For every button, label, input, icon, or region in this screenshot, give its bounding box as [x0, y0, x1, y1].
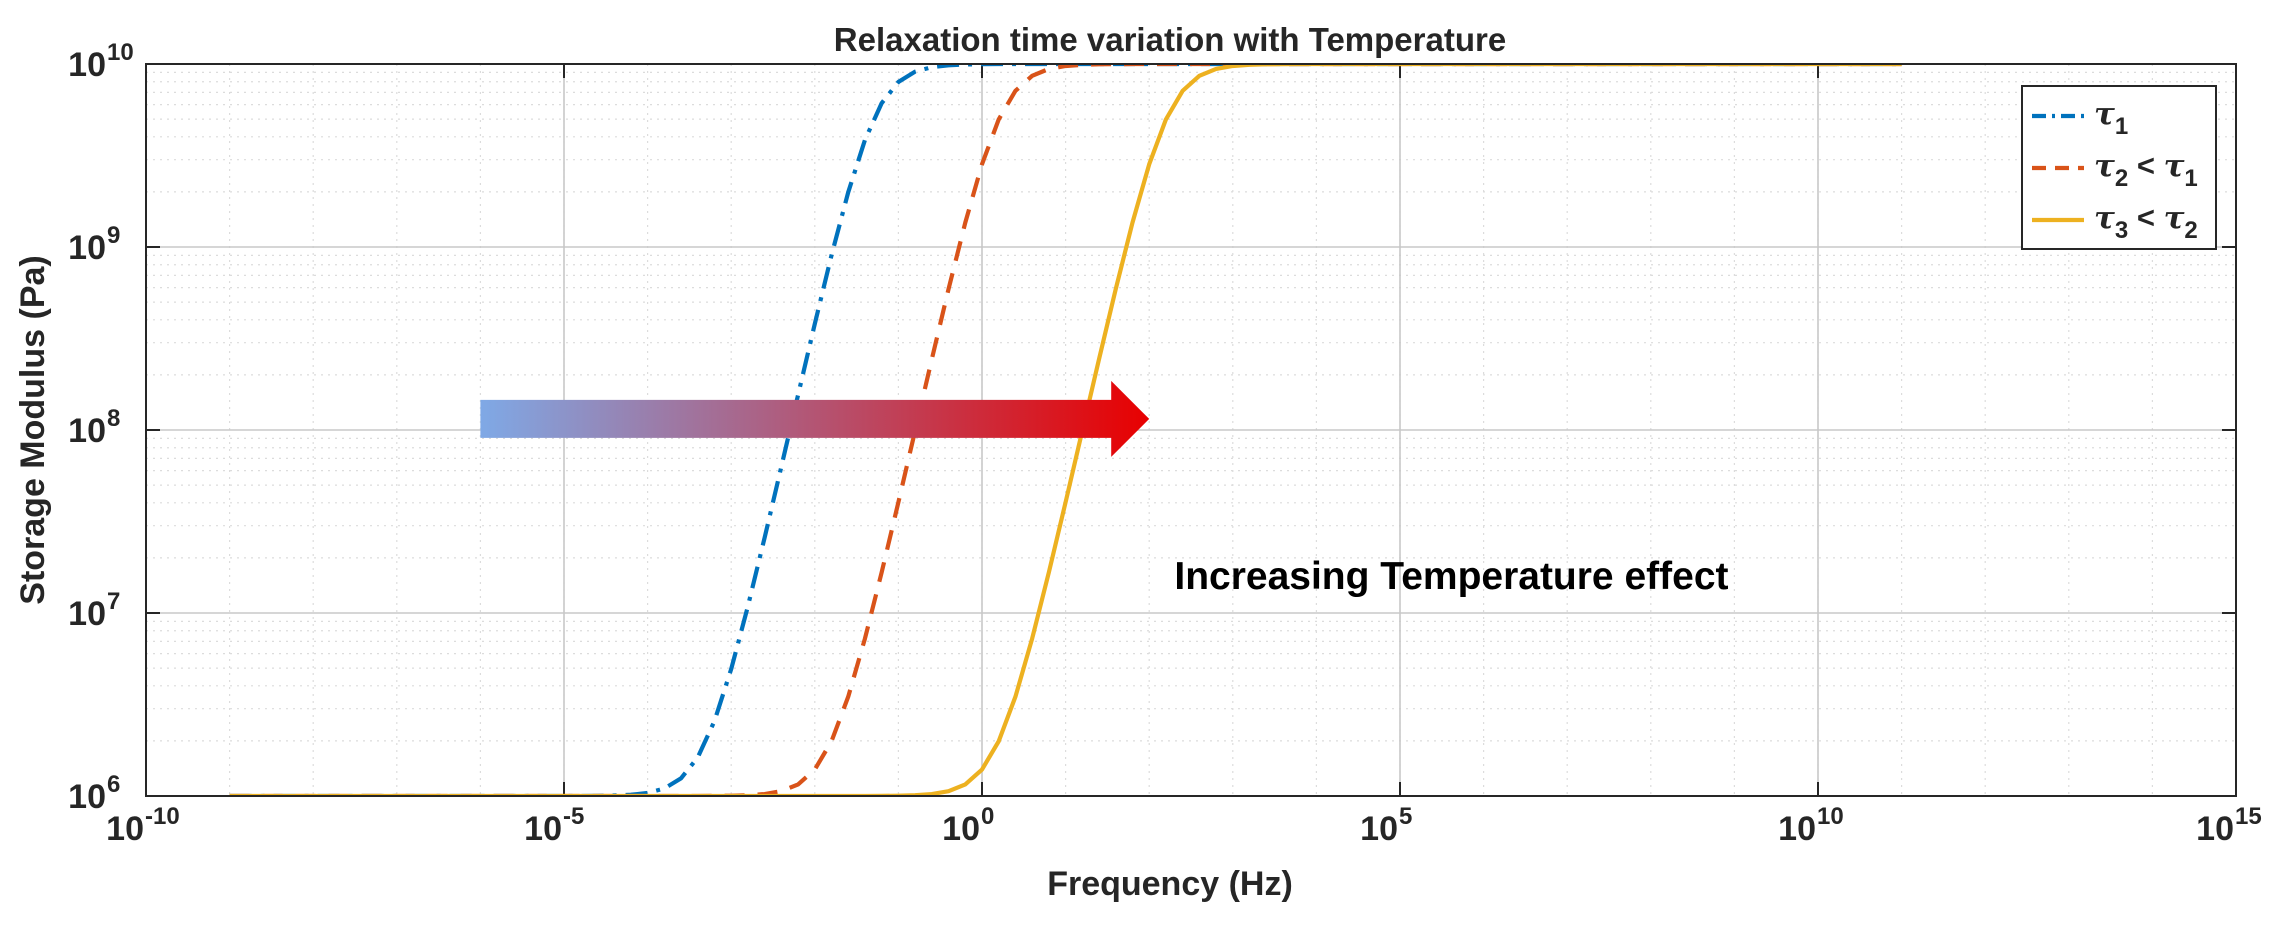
x-tick-label: 10 -5	[524, 803, 584, 848]
legend-subscript: 1	[2184, 165, 2197, 192]
x-tick-label-exponent: -5	[563, 803, 584, 830]
legend-subscript: 2	[2115, 165, 2128, 192]
legend-relation: <	[2128, 148, 2163, 183]
x-tick-label-base: 10	[1360, 810, 1398, 848]
legend-relation: <	[2128, 200, 2163, 235]
y-tick-label-exponent: 7	[107, 588, 120, 615]
y-tick-label-exponent: 9	[107, 222, 120, 249]
legend-label-3: τ3 < τ2	[2094, 200, 2198, 244]
y-tick-label-base: 10	[68, 229, 106, 267]
y-tick-label: 10 6	[68, 771, 120, 816]
x-tick-label: 10 15	[2196, 803, 2262, 848]
y-tick-label: 10 8	[68, 405, 120, 450]
legend-label-2: τ2 < τ1	[2094, 148, 2198, 192]
y-tick-label-exponent: 10	[107, 39, 134, 66]
legend-tau-symbol: τ	[2164, 148, 2185, 184]
x-tick-label-base: 10	[106, 810, 144, 848]
x-tick-label-base: 10	[942, 810, 980, 848]
x-tick-label: 10 -10	[106, 803, 180, 848]
legend-subscript: 3	[2115, 217, 2128, 244]
series-line-3	[229, 64, 1902, 796]
y-tick-label-base: 10	[68, 595, 106, 633]
x-tick-label-exponent: 10	[1817, 803, 1844, 830]
legend-tau-symbol: τ	[2094, 148, 2115, 184]
x-tick-label-exponent: -10	[145, 803, 180, 830]
x-tick-labels: 10 -10 10 -5 10 0 10 5 10 10 10 15	[106, 803, 2262, 848]
y-tick-label-base: 10	[68, 412, 106, 450]
legend-tau-symbol: τ	[2094, 96, 2115, 132]
x-tick-label-base: 10	[1778, 810, 1816, 848]
x-tick-label-base: 10	[2196, 810, 2234, 848]
legend-subscript: 1	[2115, 113, 2128, 140]
y-axis-title: Storage Modulus (Pa)	[14, 255, 52, 604]
x-axis-title: Frequency (Hz)	[1047, 865, 1293, 903]
x-tick-label-exponent: 15	[2235, 803, 2262, 830]
x-tick-label-base: 10	[524, 810, 562, 848]
annotation-text: Increasing Temperature effect	[1174, 555, 1728, 598]
x-tick-label: 10 0	[942, 803, 994, 848]
axis-ticks	[145, 63, 2237, 797]
legend-tau-symbol: τ	[2164, 200, 2185, 236]
y-tick-label-exponent: 6	[107, 771, 120, 798]
legend-entry-3: τ3 < τ2	[2032, 200, 2198, 244]
x-tick-label: 10 10	[1778, 803, 1844, 848]
x-tick-label: 10 5	[1360, 803, 1412, 848]
y-tick-label: 10 10	[68, 39, 134, 84]
legend-subscript: 2	[2184, 217, 2197, 244]
legend-entry-2: τ2 < τ1	[2032, 148, 2198, 192]
temperature-annotation: Increasing Temperature effect	[480, 380, 1729, 598]
chart-title: Relaxation time variation with Temperatu…	[834, 21, 1506, 58]
legend-entry-1: τ1	[2032, 96, 2128, 140]
legend-tau-symbol: τ	[2094, 200, 2115, 236]
y-tick-label-base: 10	[68, 778, 106, 816]
series-line-2	[229, 64, 1902, 796]
legend-label-1: τ1	[2094, 96, 2128, 140]
temperature-trend-arrow	[480, 380, 1150, 457]
y-tick-label: 10 9	[68, 222, 120, 267]
y-tick-label-exponent: 8	[107, 405, 120, 432]
x-tick-label-exponent: 0	[981, 803, 994, 830]
y-tick-label-base: 10	[68, 46, 106, 84]
series-lines	[229, 64, 1902, 796]
grid	[145, 63, 2237, 797]
x-tick-label-exponent: 5	[1399, 803, 1412, 830]
plot-frame	[145, 63, 2237, 797]
y-tick-label: 10 7	[68, 588, 120, 633]
